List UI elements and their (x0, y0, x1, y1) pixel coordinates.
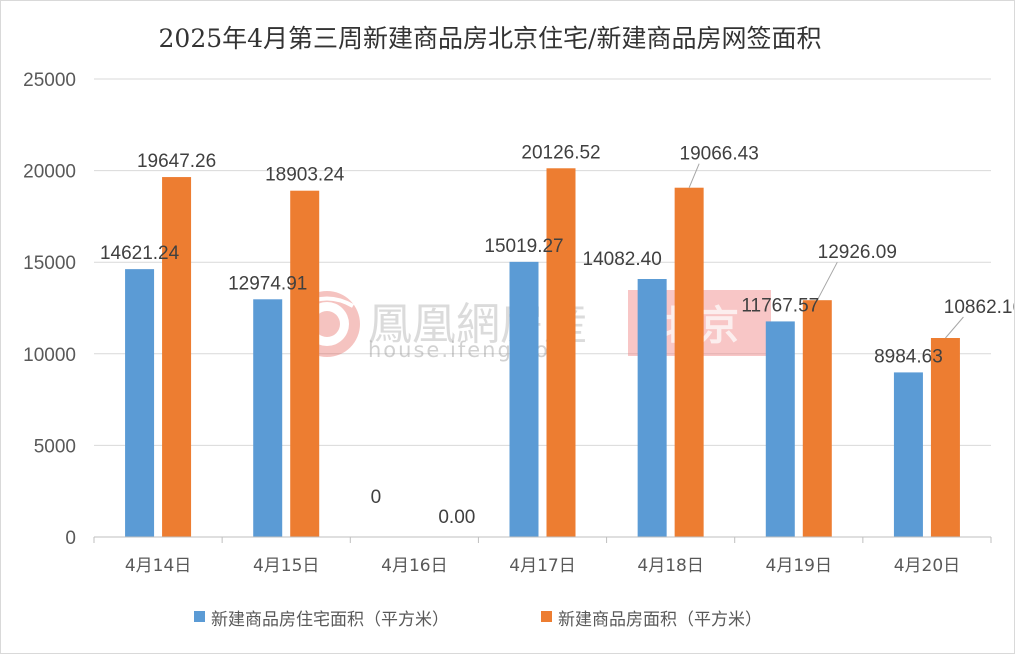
data-label-residential: 11767.57 (741, 295, 819, 316)
legend-swatch-residential (194, 611, 205, 622)
data-label-residential: 0 (371, 487, 382, 508)
bar-total (930, 338, 960, 537)
legend-label-total: 新建商品房面积（平方米） (558, 610, 762, 630)
x-category-label: 4月16日 (381, 556, 447, 576)
y-axis-ticks: 0 5000 10000 15000 20000 25000 (23, 70, 76, 549)
data-label-residential: 12974.91 (228, 273, 307, 294)
x-category-label: 4月14日 (125, 556, 191, 576)
data-label-residential: 14082.40 (583, 249, 662, 270)
data-label-total: 12926.09 (818, 242, 897, 263)
bar-residential (253, 299, 283, 537)
y-tick-label: 5000 (34, 436, 76, 457)
bar-residential (509, 261, 539, 537)
leader-line (816, 261, 838, 301)
data-label-total: 18903.24 (265, 165, 345, 186)
y-tick-label: 25000 (23, 70, 76, 91)
y-tick-label: 10000 (23, 345, 76, 366)
x-category-label: 4月20日 (894, 556, 960, 576)
bar-total (674, 187, 704, 537)
bar-total (802, 300, 832, 537)
bars (125, 168, 960, 538)
x-category-label: 4月18日 (637, 556, 703, 576)
bar-residential (765, 321, 795, 537)
y-tick-label: 15000 (23, 253, 76, 274)
data-label-total: 20126.52 (521, 142, 600, 163)
bar-residential (893, 372, 923, 537)
x-category-label: 4月17日 (509, 556, 575, 576)
bar-total (162, 177, 192, 537)
leader-lines (688, 163, 964, 339)
gridlines (94, 78, 991, 446)
x-category-label: 4月15日 (253, 556, 319, 576)
bar-residential (125, 269, 155, 537)
y-tick-label: 0 (65, 528, 76, 549)
legend: 新建商品房住宅面积（平方米） 新建商品房面积（平方米） (194, 610, 762, 630)
data-label-residential: 14621.24 (100, 243, 180, 264)
x-category-label: 4月19日 (766, 556, 832, 576)
x-axis-categories: 4月14日 4月15日 4月16日 4月17日 4月18日 4月19日 4月20日 (125, 556, 960, 576)
bar-residential (637, 279, 667, 537)
leader-line (688, 163, 700, 188)
legend-swatch-total (541, 611, 552, 622)
chart-title: 2025年4月第三周新建商品房北京住宅/新建商品房网签面积 (159, 24, 822, 53)
bar-total (290, 190, 320, 538)
watermark-url: house.ifeng.com (368, 338, 572, 362)
leader-line (945, 316, 964, 339)
data-label-residential: 8984.63 (874, 346, 943, 367)
data-labels: 14621.24 12974.91 0 15019.27 14082.40 11767.5… (100, 142, 1014, 528)
data-label-total: 10862.16 (944, 297, 1014, 318)
y-tick-label: 20000 (23, 162, 76, 183)
bar-total (546, 168, 576, 537)
data-label-residential: 15019.27 (484, 236, 563, 257)
data-label-total: 19647.26 (137, 151, 216, 172)
legend-label-residential: 新建商品房住宅面积（平方米） (211, 610, 449, 630)
data-label-total: 19066.43 (680, 144, 759, 165)
data-label-total: 0.00 (438, 507, 475, 528)
x-axis-line (93, 536, 992, 543)
